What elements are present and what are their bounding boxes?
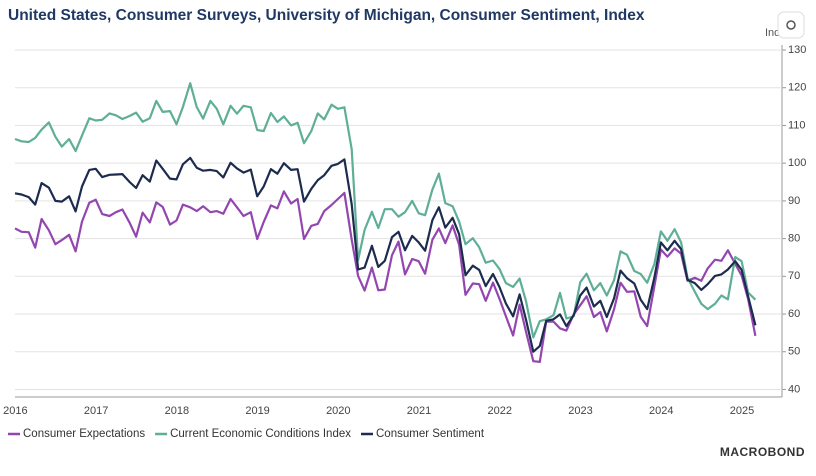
- y-tick-label: 60: [788, 308, 800, 320]
- icon-frame[interactable]: [777, 11, 805, 39]
- x-tick-label: 2025: [730, 405, 754, 417]
- y-tick-label: 110: [788, 119, 806, 131]
- icon-glyph[interactable]: [786, 20, 796, 30]
- legend-label: Consumer Expectations: [23, 428, 145, 440]
- x-tick-label: 2022: [488, 405, 512, 417]
- y-tick-label: 80: [788, 232, 800, 244]
- x-tick-label: 2023: [568, 405, 592, 417]
- y-tick-label: 130: [788, 44, 806, 56]
- y-tick-label: 90: [788, 195, 800, 207]
- series-line: [14, 156, 757, 353]
- x-tick-label: 2018: [165, 405, 189, 417]
- lens-icon[interactable]: [777, 11, 805, 39]
- source-logo: MACROBOND: [720, 445, 805, 459]
- x-tick-label: 2024: [649, 405, 673, 417]
- y-tick-label: 120: [788, 82, 806, 94]
- x-tick-label: 2017: [84, 405, 108, 417]
- chart-title: United States, Consumer Surveys, Univers…: [8, 7, 645, 24]
- x-tick-label: 2020: [326, 405, 350, 417]
- legend-label: Consumer Sentiment: [376, 428, 485, 440]
- legend-label: Current Economic Conditions Index: [170, 428, 351, 440]
- y-tick-label: 40: [788, 383, 800, 395]
- x-tick-label: 2016: [3, 405, 27, 417]
- series-line: [14, 190, 757, 363]
- series-line: [14, 82, 757, 339]
- y-tick-label: 100: [788, 157, 806, 169]
- y-tick-label: 70: [788, 270, 800, 282]
- x-tick-label: 2019: [245, 405, 269, 417]
- y-tick-label: 50: [788, 346, 800, 358]
- x-tick-label: 2021: [407, 405, 431, 417]
